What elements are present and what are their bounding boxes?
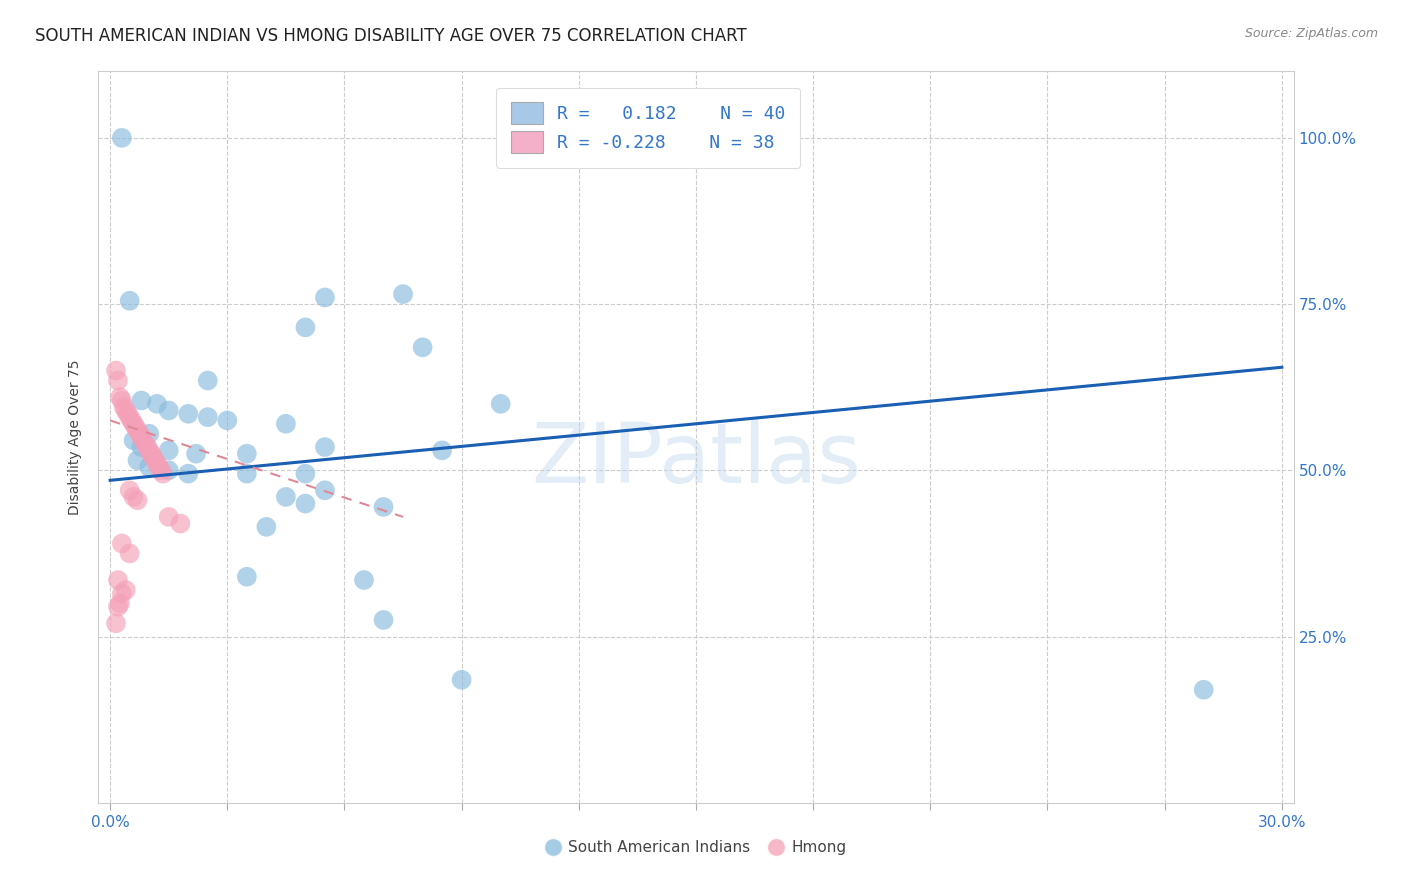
Point bbox=[152, 467, 174, 481]
Point bbox=[111, 536, 134, 550]
Point bbox=[127, 453, 149, 467]
Point bbox=[412, 340, 434, 354]
Point bbox=[1192, 682, 1215, 697]
Point bbox=[157, 463, 180, 477]
Point bbox=[105, 363, 128, 377]
Point bbox=[294, 320, 316, 334]
Point bbox=[744, 131, 766, 145]
Legend: South American Indians, Hmong: South American Indians, Hmong bbox=[538, 834, 853, 861]
Point bbox=[143, 453, 166, 467]
Point bbox=[314, 483, 336, 498]
Point bbox=[254, 520, 277, 534]
Point bbox=[146, 397, 169, 411]
Point bbox=[108, 596, 131, 610]
Point bbox=[217, 413, 239, 427]
Point bbox=[107, 573, 129, 587]
Point bbox=[127, 424, 149, 438]
Text: ZIPatlas: ZIPatlas bbox=[531, 418, 860, 500]
Point bbox=[274, 417, 297, 431]
Point bbox=[122, 417, 145, 431]
Point bbox=[274, 490, 297, 504]
Point bbox=[157, 403, 180, 417]
Point bbox=[236, 570, 259, 584]
Point bbox=[118, 410, 141, 425]
Point bbox=[138, 443, 160, 458]
Point bbox=[142, 450, 165, 464]
Point bbox=[118, 546, 141, 560]
Y-axis label: Disability Age Over 75: Disability Age Over 75 bbox=[69, 359, 83, 515]
Point bbox=[294, 467, 316, 481]
Point bbox=[138, 460, 160, 475]
Point bbox=[124, 420, 146, 434]
Point bbox=[184, 447, 207, 461]
Point bbox=[111, 131, 134, 145]
Point bbox=[136, 440, 159, 454]
Point bbox=[131, 440, 153, 454]
Point bbox=[112, 400, 135, 414]
Point bbox=[146, 457, 169, 471]
Point bbox=[131, 430, 153, 444]
Point bbox=[177, 467, 200, 481]
Point bbox=[122, 434, 145, 448]
Point bbox=[157, 509, 180, 524]
Point bbox=[177, 407, 200, 421]
Point bbox=[373, 500, 395, 514]
Point bbox=[236, 447, 259, 461]
Point bbox=[294, 497, 316, 511]
Point bbox=[118, 293, 141, 308]
Point bbox=[430, 443, 453, 458]
Point bbox=[111, 586, 134, 600]
Point bbox=[489, 397, 512, 411]
Point bbox=[373, 613, 395, 627]
Point bbox=[107, 599, 129, 614]
Text: SOUTH AMERICAN INDIAN VS HMONG DISABILITY AGE OVER 75 CORRELATION CHART: SOUTH AMERICAN INDIAN VS HMONG DISABILIT… bbox=[35, 27, 747, 45]
Point bbox=[314, 290, 336, 304]
Point bbox=[111, 393, 134, 408]
Point bbox=[148, 460, 170, 475]
Point bbox=[107, 374, 129, 388]
Point bbox=[122, 490, 145, 504]
Point bbox=[131, 393, 153, 408]
Point bbox=[197, 374, 219, 388]
Point bbox=[169, 516, 191, 531]
Point bbox=[138, 426, 160, 441]
Point bbox=[108, 390, 131, 404]
Point bbox=[121, 413, 143, 427]
Point bbox=[236, 467, 259, 481]
Point bbox=[134, 436, 156, 450]
Point bbox=[450, 673, 472, 687]
Point bbox=[114, 582, 136, 597]
Point bbox=[141, 447, 163, 461]
Point bbox=[114, 403, 136, 417]
Point bbox=[118, 483, 141, 498]
Point bbox=[157, 443, 180, 458]
Point bbox=[353, 573, 375, 587]
Text: Source: ZipAtlas.com: Source: ZipAtlas.com bbox=[1244, 27, 1378, 40]
Point bbox=[392, 287, 415, 301]
Point bbox=[127, 493, 149, 508]
Point bbox=[117, 407, 139, 421]
Point bbox=[128, 426, 150, 441]
Point bbox=[149, 463, 172, 477]
Point bbox=[105, 616, 128, 631]
Point bbox=[132, 434, 155, 448]
Point bbox=[197, 410, 219, 425]
Point bbox=[314, 440, 336, 454]
